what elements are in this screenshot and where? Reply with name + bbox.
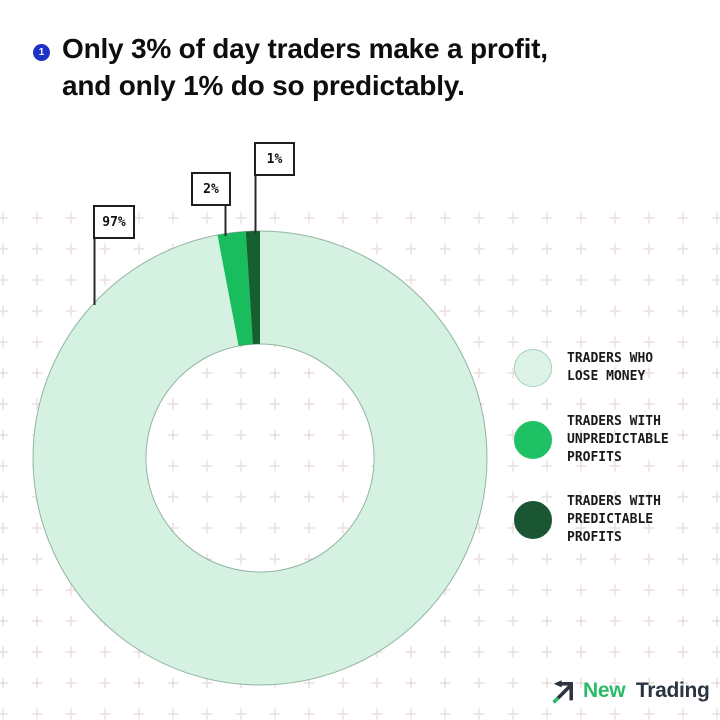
new-trading-logo-icon	[552, 679, 573, 704]
legend-swatch-light-green	[514, 349, 552, 387]
callout-2-percent: 2%	[191, 172, 231, 206]
title-line-2: and only 1% do so predictably.	[62, 70, 465, 101]
callout-2-label: 2%	[203, 181, 219, 197]
legend-swatch-green	[514, 421, 552, 459]
legend-label: TRADERS WITH UNPREDICTABLE PROFITS	[567, 414, 669, 465]
page-title: Only 3% of day traders make a profit, an…	[62, 30, 662, 104]
legend-item-predictable-profits: TRADERS WITH PREDICTABLE PROFITS	[514, 493, 669, 547]
legend-label: TRADERS WHO LOSE MONEY	[567, 351, 654, 384]
callout-97-label: 97%	[102, 214, 126, 230]
title-line-1: Only 3% of day traders make a profit,	[62, 33, 548, 64]
callout-97-percent: 97%	[93, 205, 135, 239]
brand-logo: New Trading	[551, 676, 710, 706]
brand-word-trading: Trading	[635, 679, 710, 702]
callout-1-percent: 1%	[254, 142, 295, 176]
chart-legend: TRADERS WHO LOSE MONEY TRADERS WITH UNPR…	[514, 349, 669, 547]
legend-item-unpredictable-profits: TRADERS WITH UNPREDICTABLE PROFITS	[514, 413, 669, 467]
callout-1-label: 1%	[266, 151, 283, 167]
legend-item-lose-money: TRADERS WHO LOSE MONEY	[514, 349, 669, 387]
numbered-bullet-badge: 1	[33, 44, 50, 61]
legend-label: TRADERS WITH PREDICTABLE PROFITS	[567, 494, 661, 545]
legend-swatch-dark-green	[514, 501, 552, 539]
brand-word-new: New	[583, 679, 626, 702]
badge-number: 1	[38, 47, 45, 58]
brand-wordmark: New Trading	[583, 679, 710, 703]
